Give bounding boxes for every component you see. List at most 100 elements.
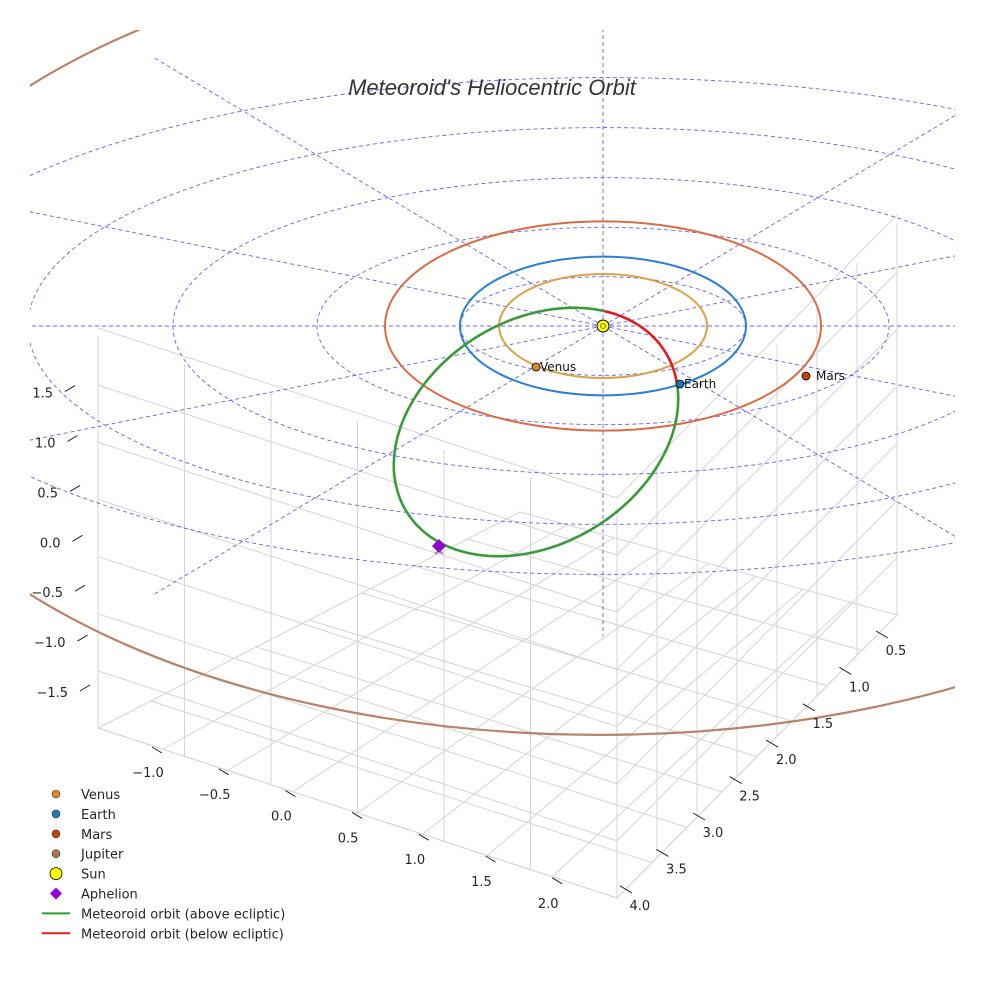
wall-grid-line xyxy=(616,271,898,556)
mars-label: Mars xyxy=(816,369,845,383)
y-tick-mark xyxy=(656,848,669,857)
legend-entry: Mars xyxy=(51,828,113,843)
aphelion-marker xyxy=(432,539,446,553)
wall-grid-line xyxy=(616,328,898,613)
y-tick-label: 1.5 xyxy=(812,717,833,732)
x-tick-mark xyxy=(351,811,363,819)
legend-circle-swatch xyxy=(51,789,61,799)
z-tick-label: 1.5 xyxy=(32,387,53,402)
legend-diamond-swatch xyxy=(50,887,62,900)
legend-entry: Aphelion xyxy=(50,887,138,903)
x-tick-mark xyxy=(418,833,430,841)
x-tick-mark xyxy=(151,746,163,754)
legend: Venus Earth Mars Jupiter Sun Aphelion Meteoroi… xyxy=(42,788,285,942)
polar-spoke xyxy=(602,325,955,537)
y-tick-mark xyxy=(802,703,816,712)
z-tick-label: 0.0 xyxy=(40,536,61,551)
y-tick-label: 1.0 xyxy=(849,680,870,695)
z-tick-mark xyxy=(67,435,78,442)
x-tick-label: 0.5 xyxy=(338,831,359,846)
earth-marker xyxy=(675,379,685,389)
floor-grid-line xyxy=(467,538,863,651)
meteoroid-orbit-above xyxy=(392,306,680,558)
z-tick-mark xyxy=(64,385,76,393)
z-tick-mark xyxy=(69,484,81,492)
venus-label: Venus xyxy=(540,360,576,374)
wall-grid-line xyxy=(97,556,618,728)
y-tick-mark xyxy=(729,776,742,785)
z-tick-mark xyxy=(77,634,88,642)
y-tick-label: 2.0 xyxy=(776,753,797,768)
x-tick-mark xyxy=(485,855,496,863)
legend-label: Meteoroid orbit (below ecliptic) xyxy=(81,927,284,942)
x-tick-label: 0.0 xyxy=(271,810,292,825)
wall-grid-line xyxy=(616,557,898,842)
legend-label: Aphelion xyxy=(81,888,138,903)
y-tick-mark xyxy=(839,666,852,675)
axes: −1.0 −0.5 0.0 0.5 1.0 1.5 2.0 0.5 1.0 1.5 2.0 2.5 3.… xyxy=(31,385,907,914)
sun-marker-inner xyxy=(600,323,606,329)
x-tick-mark xyxy=(551,877,563,885)
wall-grid-line xyxy=(97,441,618,613)
orbit-mars xyxy=(384,220,822,432)
y-tick-mark xyxy=(692,812,706,821)
sun-marker xyxy=(596,319,610,333)
polar-spoke xyxy=(30,211,604,327)
z-tick-label: −1.5 xyxy=(36,686,68,701)
legend-label: Meteoroid orbit (above ecliptic) xyxy=(81,907,285,922)
legend-entry: Venus xyxy=(51,788,120,803)
z-tick-mark xyxy=(74,584,86,592)
y-tick-mark xyxy=(875,630,889,639)
floor-grid-line xyxy=(414,565,828,687)
earth-label: Earth xyxy=(684,377,716,391)
x-tick-label: 1.5 xyxy=(471,875,492,890)
floor-grid-line xyxy=(308,619,758,757)
z-tick-label: −0.5 xyxy=(31,586,63,601)
x-tick-label: 1.0 xyxy=(404,853,425,868)
venus-marker xyxy=(531,362,541,372)
legend-label: Earth xyxy=(81,808,116,823)
polar-spoke xyxy=(602,115,955,327)
y-tick-label: 3.5 xyxy=(666,862,687,877)
legend-entry: Jupiter xyxy=(51,848,124,863)
y-tick-label: 0.5 xyxy=(886,644,907,659)
legend-label: Venus xyxy=(81,788,120,803)
y-tick-mark xyxy=(619,885,633,894)
chart-title: Meteoroid's Heliocentric Orbit xyxy=(348,75,637,100)
mars-marker xyxy=(801,371,811,381)
z-tick-label: −1.0 xyxy=(34,636,66,651)
legend-label: Mars xyxy=(81,828,113,843)
wall-grid-line xyxy=(616,443,898,727)
orbit-earth xyxy=(459,255,747,397)
x-tick-label: −0.5 xyxy=(199,788,231,803)
legend-entry: Meteoroid orbit (above ecliptic) xyxy=(42,907,285,922)
wall-grid-line xyxy=(616,614,898,899)
wall-grid-line xyxy=(97,670,618,842)
wall-grid-line xyxy=(616,386,898,670)
pane-grid xyxy=(97,214,898,899)
legend-circle-swatch xyxy=(51,829,61,839)
meteoroid-orbit-below xyxy=(603,309,679,385)
wall-grid-line xyxy=(97,727,618,899)
y-tick-label: 3.0 xyxy=(703,826,724,841)
legend-circle-swatch xyxy=(51,849,61,859)
wall-grid-line xyxy=(97,327,618,499)
floor-grid-line xyxy=(361,592,793,722)
floor-grid-line xyxy=(551,601,851,878)
y-tick-label: 4.0 xyxy=(629,899,650,914)
bodies: Venus Earth Mars xyxy=(432,319,845,555)
polar-ring xyxy=(30,127,955,525)
floor-grid-line xyxy=(486,588,804,856)
legend-entry: Sun xyxy=(49,867,106,883)
y-tick-mark xyxy=(765,739,779,748)
aphelion-projection xyxy=(434,546,444,555)
z-tick-mark xyxy=(72,534,83,542)
orbit-jupiter xyxy=(30,30,955,736)
planet-orbits xyxy=(30,30,955,736)
wall-grid-line xyxy=(616,500,898,785)
polar-spoke xyxy=(30,325,604,441)
x-tick-label: −1.0 xyxy=(132,766,164,781)
z-tick-label: 1.0 xyxy=(35,437,56,452)
